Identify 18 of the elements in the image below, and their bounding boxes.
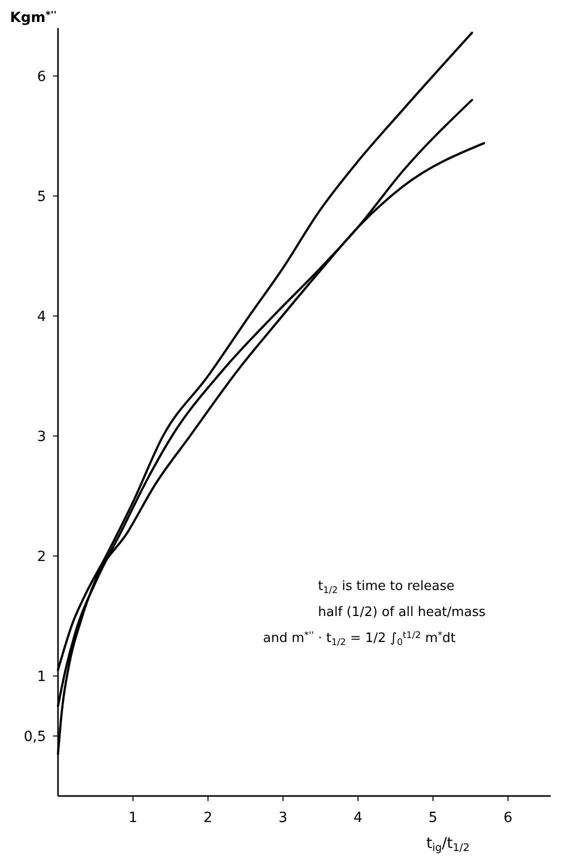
y-tick-label: 2 bbox=[37, 549, 46, 565]
x-axis-title: t$_{ig}$/t$_{1/2}$ bbox=[426, 834, 470, 854]
x-tick-label: 5 bbox=[428, 810, 438, 826]
x-tick-label: 6 bbox=[504, 810, 513, 826]
x-tick-label: 1 bbox=[128, 810, 138, 826]
text: and m$^{*''}$ · t$_{1/2}$ = 1/2 ∫$_{0}$$^{t1/2}$ m$^{*}$dt bbox=[263, 630, 456, 648]
annotation: t$_{1/2}$ is time to release bbox=[318, 579, 454, 596]
y-tick-label: 1 bbox=[37, 669, 46, 685]
annotation: half (1/2) of all heat/mass bbox=[318, 605, 486, 620]
y-tick-label: 0,5 bbox=[24, 729, 46, 745]
y-tick-label: 4 bbox=[37, 309, 46, 325]
x-tick-label: 2 bbox=[204, 810, 212, 826]
y-tick-label: 6 bbox=[37, 69, 46, 85]
x-tick-label: 4 bbox=[354, 810, 363, 826]
y-tick-label: 5 bbox=[37, 189, 46, 205]
y-axis-title: Kgm$^{*''}$ bbox=[10, 10, 57, 26]
y-tick-label: 3 bbox=[37, 429, 46, 445]
x-tick-label: 3 bbox=[278, 810, 288, 826]
